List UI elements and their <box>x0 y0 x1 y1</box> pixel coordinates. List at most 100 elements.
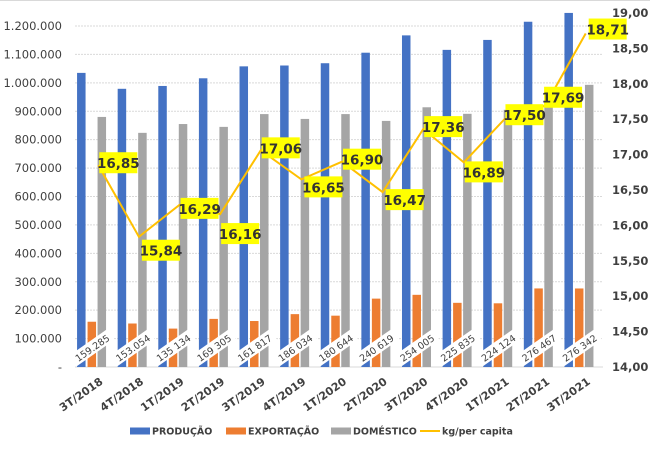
y-tick-label: 500.000 <box>14 218 62 232</box>
y-tick-label: 100.000 <box>14 332 62 346</box>
production-bar <box>77 72 86 367</box>
y-tick-label: 400.000 <box>14 246 62 260</box>
production-bar <box>320 63 330 368</box>
production-bar <box>564 12 573 367</box>
export-bar <box>493 303 503 367</box>
legend-swatch <box>226 427 246 435</box>
legend-label: EXPORTAÇÃO <box>248 427 319 438</box>
domestic-bar <box>260 114 269 367</box>
domestic-bar <box>219 126 228 367</box>
x-tick: 1T/2020 <box>301 375 350 414</box>
y-tick-label: - <box>58 360 62 374</box>
legend-label: DOMÉSTICO <box>353 426 417 438</box>
x-tick: 4T/2020 <box>423 375 472 414</box>
export-label-background <box>394 329 440 367</box>
x-tick: 2T/2020 <box>341 375 390 414</box>
per-capita-label-background <box>180 197 219 219</box>
per-capita-data-label: 18,71 <box>586 18 629 40</box>
y2-tick-label: 17,50 <box>612 112 648 126</box>
per-capita-label-text: 18,71 <box>586 23 629 39</box>
per-capita-data-label: 16,29 <box>178 197 221 219</box>
x-tick-label: 2T/2019 <box>179 375 227 414</box>
per-capita-label-text: 17,50 <box>503 108 546 124</box>
y2-tick-label: 14,00 <box>612 360 648 374</box>
export-label-background <box>150 329 196 367</box>
per-capita-data-label: 17,50 <box>503 104 546 126</box>
x-tick-label: 4T/2018 <box>98 375 146 414</box>
per-capita-data-label: 17,36 <box>422 116 465 138</box>
per-capita-label-text: 16,85 <box>97 156 140 172</box>
x-tick-label: 3T/2021 <box>544 375 592 414</box>
export-bar <box>534 288 543 367</box>
x-tick-label: 3T/2018 <box>57 375 105 414</box>
per-capita-data-label: 16,89 <box>462 161 505 183</box>
domestic-bar <box>584 84 594 367</box>
x-tick: 3T/2021 <box>544 375 592 414</box>
x-tick-label: 3T/2019 <box>220 375 268 414</box>
production-bar <box>523 21 533 368</box>
per-capita-label-background <box>505 104 544 126</box>
y2-tick-label: 14,50 <box>612 325 648 339</box>
x-tick: 3T/2020 <box>382 375 431 414</box>
x-tick: 3T/2019 <box>220 375 268 414</box>
production-bar <box>280 65 289 367</box>
per-capita-data-label: 17,69 <box>542 86 585 108</box>
x-tick-label: 1T/2019 <box>138 375 186 414</box>
per-capita-label-background <box>464 161 503 183</box>
legend-item: PRODUÇÃO <box>130 427 212 438</box>
y2-tick-label: 16,00 <box>612 218 648 232</box>
export-label-background <box>516 329 562 367</box>
y-tick-label: 1.100.000 <box>3 47 62 61</box>
export-label-background <box>313 329 359 367</box>
per-capita-label-background <box>99 152 138 174</box>
export-bar <box>574 288 584 367</box>
per-capita-label-background <box>385 189 424 211</box>
production-bar <box>198 78 208 367</box>
per-capita-label-text: 16,29 <box>178 202 221 218</box>
x-tick: 1T/2021 <box>463 375 511 414</box>
domestic-bar <box>422 107 431 367</box>
per-capita-data-label: 16,16 <box>219 223 262 245</box>
y2-tick-label: 18,00 <box>612 77 648 91</box>
legend-swatch <box>130 427 150 435</box>
y-tick-label: 300.000 <box>14 275 62 289</box>
y2-tick-label: 15,50 <box>612 254 648 268</box>
per-capita-label-background <box>261 137 300 159</box>
legend: PRODUÇÃO EXPORTAÇÃO DOMÉSTICO kg/per capita <box>130 426 513 438</box>
x-tick-label: 4T/2020 <box>423 375 472 414</box>
per-capita-data-label: 16,85 <box>97 152 140 174</box>
per-capita-label-background <box>221 223 260 245</box>
y2-tick-label: 16,50 <box>612 183 648 197</box>
per-capita-label-text: 17,69 <box>542 91 585 107</box>
y-axis-right: 14,00 14,50 15,00 15,50 16,00 16,50 17,00 17,50… <box>612 6 648 374</box>
domestic-bar <box>300 118 310 367</box>
y-tick-label: 1.000.000 <box>3 76 62 90</box>
per-capita-label-text: 17,36 <box>422 120 465 136</box>
bars <box>77 12 594 368</box>
export-label-background <box>434 329 481 367</box>
per-capita-data-label: 16,47 <box>383 189 426 211</box>
y-tick-label: 200.000 <box>14 303 62 317</box>
export-bar <box>453 302 462 367</box>
per-capita-label-text: 16,47 <box>383 193 426 209</box>
per-capita-label-text: 16,89 <box>462 165 505 181</box>
y-tick-label: 1.200.000 <box>3 19 62 33</box>
legend-label: kg/per capita <box>442 427 513 438</box>
export-label-background <box>475 329 521 367</box>
x-tick: 1T/2019 <box>138 375 186 414</box>
export-label-background <box>556 329 602 367</box>
x-tick: 2T/2021 <box>504 375 552 414</box>
y2-tick-label: 15,00 <box>612 289 648 303</box>
domestic-bar <box>544 99 553 367</box>
y-tick-label: 700.000 <box>14 161 62 175</box>
per-capita-data-labels: 16,85 15,84 16,29 16,16 17,06 16,65 16,90 16,47… <box>97 18 629 261</box>
per-capita-label-text: 17,06 <box>259 141 302 157</box>
x-tick-label: 1T/2020 <box>301 375 350 414</box>
per-capita-label-background <box>304 176 343 198</box>
x-tick-label: 2T/2021 <box>504 375 552 414</box>
export-label-background <box>353 329 399 367</box>
y-tick-label: 600.000 <box>14 190 62 204</box>
